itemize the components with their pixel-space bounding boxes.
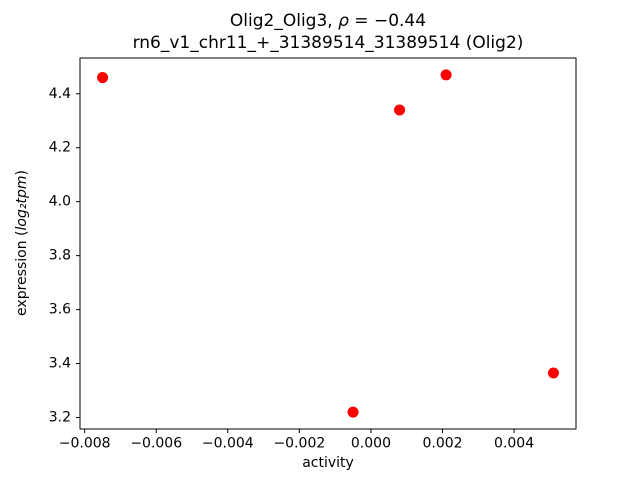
y-tick-label: 4.2 <box>49 140 71 156</box>
x-tick-label: 0.002 <box>422 436 462 452</box>
y-tick-label: 4.0 <box>49 194 71 210</box>
y-tick-label: 3.4 <box>49 356 71 372</box>
data-point <box>394 104 406 116</box>
x-tick-label: −0.006 <box>130 436 182 452</box>
data-point <box>547 367 559 379</box>
x-tick-label: −0.008 <box>59 436 111 452</box>
data-point <box>440 69 452 81</box>
x-tick-label: −0.004 <box>202 436 254 452</box>
y-tick-label: 4.4 <box>49 86 71 102</box>
x-tick-label: 0.000 <box>351 436 391 452</box>
x-tick-label: −0.002 <box>273 436 325 452</box>
chart-title-line-2: rn6_v1_chr11_+_31389514_31389514 (Olig2) <box>132 33 524 53</box>
title-correlation-value: = −0.44 <box>348 11 427 31</box>
title-rho-symbol: ρ <box>338 11 349 31</box>
y-tick-label: 3.6 <box>49 302 71 318</box>
x-tick-label: 0.004 <box>494 436 534 452</box>
data-point <box>347 406 359 418</box>
x-axis-label: activity <box>302 455 354 471</box>
data-point <box>97 72 109 84</box>
y-tick-label: 3.8 <box>49 248 71 264</box>
title-text: Olig2_Olig3, <box>229 11 339 31</box>
chart-title-line-1: Olig2_Olig3, ρ = −0.44 <box>80 11 576 31</box>
y-tick-label: 3.2 <box>49 410 71 426</box>
axes-frame <box>79 57 577 430</box>
